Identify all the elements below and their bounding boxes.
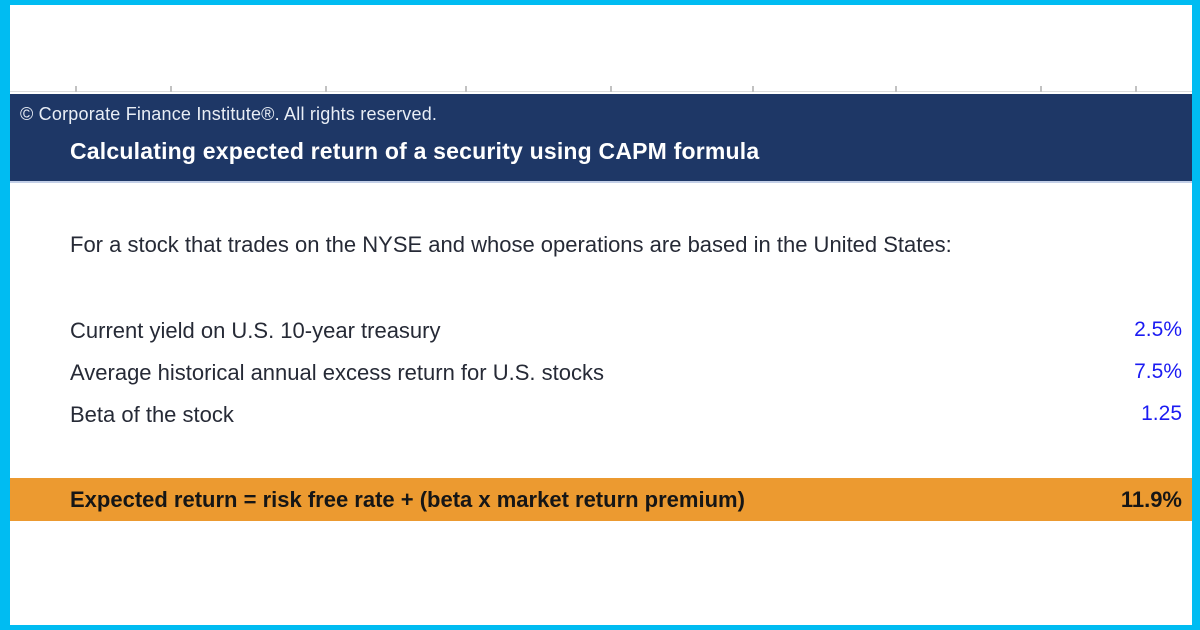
row-label-treasury-yield: Current yield on U.S. 10-year treasury <box>70 318 441 343</box>
row-label-beta: Beta of the stock <box>70 402 234 427</box>
spreadsheet-gridline <box>10 91 1192 92</box>
result-formula-label: Expected return = risk free rate + (beta… <box>70 487 745 512</box>
input-cell-treasury-yield[interactable]: 2.5% <box>1134 318 1182 341</box>
frame-border-top <box>0 0 1200 5</box>
header-underline <box>10 181 1192 183</box>
table-row: Beta of the stock 1.25 <box>70 402 1182 428</box>
column-tick <box>170 86 172 92</box>
column-tick <box>325 86 327 92</box>
page-title: Calculating expected return of a securit… <box>70 138 760 164</box>
column-tick <box>465 86 467 92</box>
header-band: © Corporate Finance Institute®. All righ… <box>10 94 1192 181</box>
column-tick <box>75 86 77 92</box>
column-tick <box>1135 86 1137 92</box>
result-value: 11.9% <box>1120 487 1182 512</box>
column-tick <box>1040 86 1042 92</box>
input-cell-beta[interactable]: 1.25 <box>1141 402 1182 425</box>
row-label-excess-return: Average historical annual excess return … <box>70 360 604 385</box>
input-cell-excess-return[interactable]: 7.5% <box>1134 360 1182 383</box>
frame-border-right <box>1192 0 1200 630</box>
intro-text: For a stock that trades on the NYSE and … <box>70 232 952 257</box>
copyright-notice: © Corporate Finance Institute®. All righ… <box>20 104 438 124</box>
frame-border-left <box>0 0 10 630</box>
table-row: Current yield on U.S. 10-year treasury 2… <box>70 318 1182 344</box>
result-band: Expected return = risk free rate + (beta… <box>10 478 1192 521</box>
table-row: Average historical annual excess return … <box>70 360 1182 386</box>
column-tick <box>895 86 897 92</box>
column-tick <box>752 86 754 92</box>
column-tick <box>610 86 612 92</box>
frame-border-bottom <box>0 625 1200 630</box>
